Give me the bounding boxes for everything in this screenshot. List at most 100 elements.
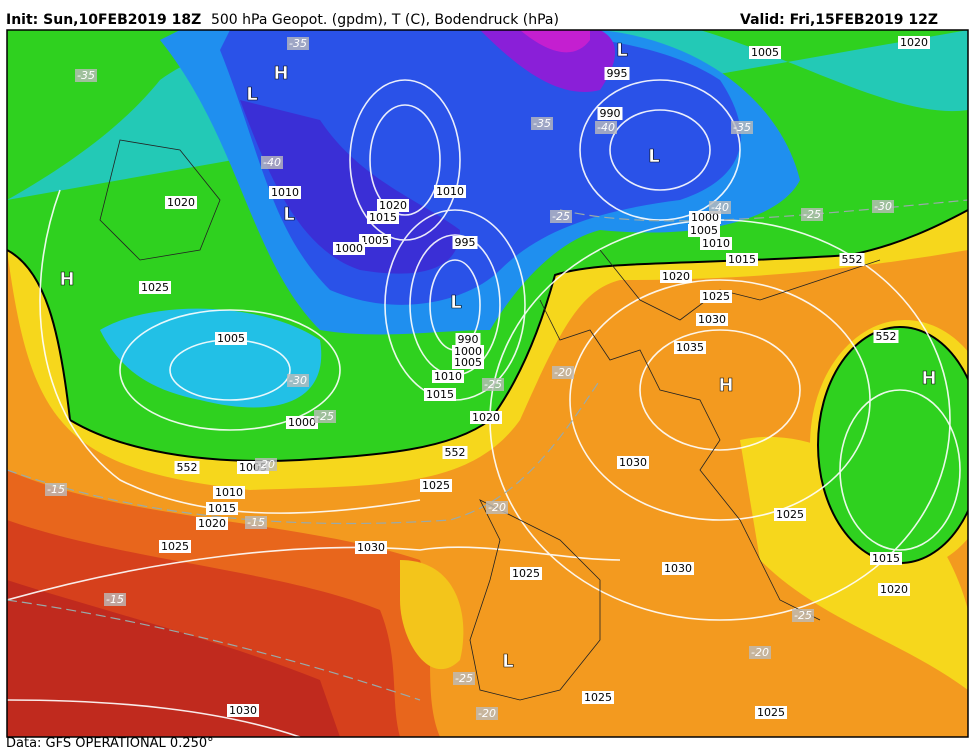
pressure-label: 995	[604, 67, 630, 80]
pressure-label: 1015	[726, 253, 758, 266]
pressure-label: 1005	[215, 332, 247, 345]
geopotential-label-box	[174, 461, 200, 474]
temperature-label-text: -40	[263, 156, 281, 169]
pressure-label-box	[159, 540, 191, 553]
temperature-label: -30	[872, 200, 894, 213]
pressure-label-box	[696, 313, 728, 326]
temperature-label-box	[245, 516, 267, 529]
pressure-center: L	[616, 40, 627, 61]
pressure-label-box	[420, 479, 452, 492]
pressure-label: 990	[597, 107, 623, 120]
temperature-label: -35	[531, 117, 553, 130]
pressure-label-box	[597, 107, 623, 120]
pressure-label: 1005	[688, 224, 720, 237]
temperature-label: -20	[552, 366, 574, 379]
pressure-label: 1020	[660, 270, 692, 283]
pressure-label-text: 1020	[198, 517, 226, 530]
pressure-label-box	[206, 502, 238, 515]
pressure-label: 1010	[434, 185, 466, 198]
temperature-label: -15	[45, 483, 67, 496]
temperature-label-text: -35	[533, 117, 551, 130]
pressure-label-text: 1010	[271, 186, 299, 199]
pressure-label: 1025	[755, 706, 787, 719]
pressure-label-text: 1000	[335, 242, 363, 255]
pressure-center: H	[921, 368, 936, 389]
temperature-label-text: -40	[597, 121, 615, 134]
pressure-center: H	[718, 375, 733, 396]
pressure-label: 1015	[424, 388, 456, 401]
temperature-label-box	[255, 458, 277, 471]
pressure-label-text: 1020	[900, 36, 928, 49]
pressure-label: 1010	[700, 237, 732, 250]
pressure-center: L	[648, 146, 659, 167]
pressure-center: L	[246, 84, 257, 105]
pressure-label: 1020	[878, 583, 910, 596]
temperature-label-box	[749, 646, 771, 659]
geopotential-label: 552	[442, 446, 468, 459]
pressure-label: 1030	[355, 541, 387, 554]
pressure-center: H	[273, 63, 288, 84]
temperature-label-box	[104, 593, 126, 606]
pressure-label: 1025	[700, 290, 732, 303]
pressure-label-box	[165, 196, 197, 209]
pressure-label-text: 1005	[690, 224, 718, 237]
fields: 500 hPa Geopot. (gpdm), T (C), Bodendruc…	[210, 12, 559, 28]
pressure-label-box	[662, 562, 694, 575]
temperature-label-text: -20	[751, 646, 769, 659]
temperature-label-box	[731, 121, 753, 134]
geopotential-label-box	[442, 446, 468, 459]
pressure-label-box	[455, 333, 481, 346]
temperature-label-text: -25	[803, 208, 821, 221]
pressure-label-box	[510, 567, 542, 580]
pressure-label: 1030	[617, 456, 649, 469]
temperature-label-box	[801, 208, 823, 221]
pressure-label-text: 1030	[664, 562, 692, 575]
pressure-label: 1025	[774, 508, 806, 521]
pressure-label-box	[898, 36, 930, 49]
temperature-label: -25	[453, 672, 475, 685]
pressure-label: 1015	[367, 211, 399, 224]
geopotential-label-box	[873, 330, 899, 343]
pressure-label: 1010	[432, 370, 464, 383]
pressure-label-box	[355, 541, 387, 554]
pressure-center: L	[283, 204, 294, 225]
pressure-label-text: 1030	[229, 704, 257, 717]
temperature-label-text: -30	[874, 200, 892, 213]
temperature-label: -25	[550, 210, 572, 223]
pressure-label-box	[749, 46, 781, 59]
pressure-label-text: 1025	[776, 508, 804, 521]
pressure-label-box	[726, 253, 758, 266]
temperature-label: -35	[731, 121, 753, 134]
pressure-center: L	[502, 651, 513, 672]
temperature-label: -15	[104, 593, 126, 606]
temperature-label-text: -40	[711, 201, 729, 214]
temperature-label-box	[476, 707, 498, 720]
temperature-label-box	[550, 210, 572, 223]
temperature-label: -20	[486, 501, 508, 514]
temperature-label: -35	[287, 37, 309, 50]
temperature-label-text: -15	[247, 516, 265, 529]
header: Init: Sun,10FEB2019 18Z 500 hPa Geopot. …	[6, 12, 559, 28]
temperature-label-text: -35	[289, 37, 307, 50]
temperature-label-box	[552, 366, 574, 379]
pressure-label: 1025	[582, 691, 614, 704]
temperature-label-box	[314, 410, 336, 423]
pressure-label-text: 1010	[702, 237, 730, 250]
pressure-label-box	[432, 370, 464, 383]
temperature-label-box	[287, 37, 309, 50]
temperature-label-box	[287, 374, 309, 387]
pressure-label-box	[286, 416, 318, 429]
temperature-label-text: -25	[794, 609, 812, 622]
pressure-label: 1000	[452, 345, 484, 358]
geopotential-label-text: 552	[177, 461, 198, 474]
pressure-label: 1020	[165, 196, 197, 209]
temperature-label-text: -20	[478, 707, 496, 720]
temperature-label-box	[482, 378, 504, 391]
pressure-label-text: 1020	[472, 411, 500, 424]
geopotential-label: 552	[839, 253, 865, 266]
pressure-label-box	[215, 332, 247, 345]
pressure-label-box	[452, 356, 484, 369]
pressure-label-text: 1010	[215, 486, 243, 499]
footer: Data: GFS OPERATIONAL 0.250°	[6, 736, 214, 751]
